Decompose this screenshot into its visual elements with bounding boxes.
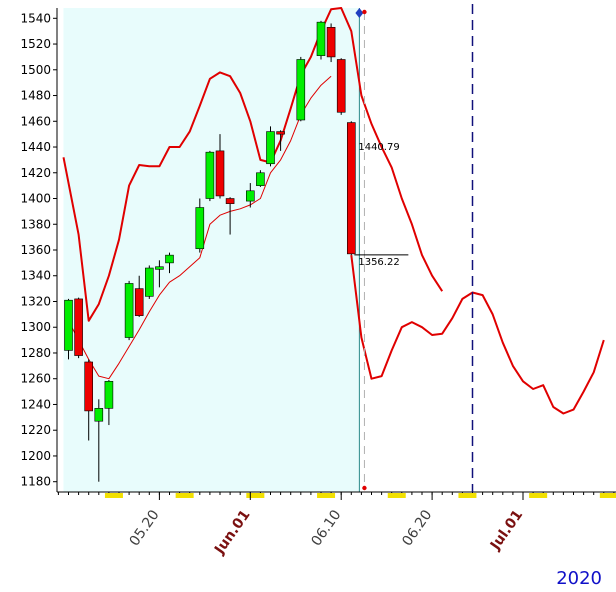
y-tick-label: 1480 bbox=[20, 89, 51, 103]
y-tick-label: 1200 bbox=[20, 449, 51, 463]
weekend-marker bbox=[317, 493, 336, 498]
current-bar-marker bbox=[355, 8, 364, 18]
bearish-candle bbox=[134, 288, 144, 316]
y-tick-label: 1540 bbox=[20, 11, 51, 25]
candles-layer bbox=[64, 20, 356, 482]
bullish-candle bbox=[266, 131, 275, 165]
annotations-layer: 1440.79 1356.22 bbox=[354, 4, 474, 492]
bullish-candle bbox=[165, 254, 174, 264]
bullish-candle bbox=[145, 267, 154, 297]
bearish-candle bbox=[336, 59, 346, 113]
moving-average-line bbox=[68, 75, 332, 380]
bearish-candle bbox=[346, 122, 356, 255]
weekend-marker bbox=[599, 493, 616, 498]
weekend-marker bbox=[175, 493, 194, 498]
bullish-candle bbox=[124, 283, 134, 338]
bullish-candle bbox=[316, 21, 326, 56]
y-tick-label: 1500 bbox=[20, 63, 51, 77]
history-highlight bbox=[63, 8, 360, 492]
forecast-end-dot bbox=[362, 485, 367, 491]
y-tick-label: 1380 bbox=[20, 217, 51, 231]
bearish-candle bbox=[326, 27, 336, 58]
weekend-marker bbox=[458, 493, 477, 498]
weekend-marker bbox=[104, 493, 123, 498]
y-tick-label: 1300 bbox=[20, 320, 51, 334]
y-tick-label: 1180 bbox=[20, 475, 51, 489]
forecast-start-dot bbox=[362, 9, 367, 15]
lines-layer bbox=[62, 7, 605, 415]
bullish-candle bbox=[155, 266, 164, 270]
y-tick-label: 1260 bbox=[20, 372, 51, 386]
y-tick-label: 1280 bbox=[20, 346, 51, 360]
bullish-candle bbox=[256, 172, 265, 186]
year-label: 2020 bbox=[556, 568, 602, 589]
y-tick-label: 1520 bbox=[20, 37, 51, 51]
bearish-candle bbox=[74, 298, 83, 356]
price-annotation: 1440.79 bbox=[358, 142, 399, 153]
price-annotation: 1356.22 bbox=[358, 257, 399, 268]
bullish-candle bbox=[64, 299, 73, 351]
y-tick-label: 1240 bbox=[20, 397, 51, 411]
y-tick-label: 1440 bbox=[20, 140, 51, 154]
bullish-candle bbox=[296, 59, 306, 121]
y-tick-label: 1460 bbox=[20, 114, 51, 128]
upper-band-line bbox=[62, 7, 444, 322]
bullish-candle bbox=[195, 207, 205, 250]
bearish-candle bbox=[225, 198, 235, 204]
x-tick-label: Jun.01 bbox=[211, 507, 253, 558]
y-tick-label: 1360 bbox=[20, 243, 51, 257]
y-tick-label: 1400 bbox=[20, 192, 51, 206]
y-tick-label: 1220 bbox=[20, 423, 51, 437]
bullish-candle bbox=[94, 408, 104, 422]
weekend-marker bbox=[387, 493, 406, 498]
y-tick-label: 1420 bbox=[20, 166, 51, 180]
bullish-candle bbox=[205, 151, 215, 199]
y-tick-label: 1340 bbox=[20, 269, 51, 283]
x-tick-label: 05.20 bbox=[127, 507, 163, 549]
bearish-candle bbox=[84, 361, 93, 412]
projection-line bbox=[350, 254, 605, 415]
bullish-candle bbox=[246, 190, 255, 202]
bullish-candle bbox=[104, 380, 114, 409]
y-tick-label: 1320 bbox=[20, 294, 51, 308]
history-highlight-layer bbox=[63, 8, 360, 492]
weekend-marker bbox=[529, 493, 548, 498]
x-tick-label: Jul.01 bbox=[487, 507, 526, 554]
bearish-candle bbox=[215, 150, 225, 197]
weekend-marker bbox=[246, 493, 265, 498]
x-tick-label: 06.20 bbox=[399, 507, 435, 549]
x-tick-label: 06.10 bbox=[308, 507, 344, 549]
bearish-candle bbox=[276, 131, 285, 135]
